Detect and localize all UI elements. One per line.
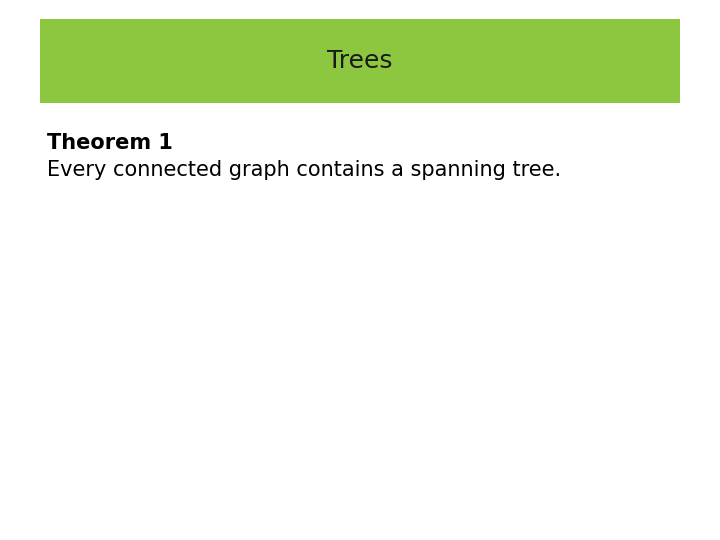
Text: Trees: Trees xyxy=(328,49,392,73)
Text: Theorem 1: Theorem 1 xyxy=(47,133,173,153)
Text: Every connected graph contains a spanning tree.: Every connected graph contains a spannin… xyxy=(47,160,561,180)
FancyBboxPatch shape xyxy=(40,19,680,103)
